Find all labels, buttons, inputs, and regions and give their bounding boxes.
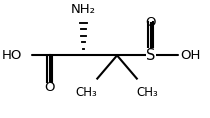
Text: HO: HO — [2, 49, 22, 62]
Text: CH₃: CH₃ — [137, 86, 159, 99]
Text: S: S — [146, 48, 155, 63]
Text: NH₂: NH₂ — [71, 3, 96, 16]
Text: O: O — [45, 81, 55, 94]
Text: OH: OH — [180, 49, 201, 62]
Text: CH₃: CH₃ — [76, 86, 97, 99]
Text: O: O — [145, 16, 156, 29]
